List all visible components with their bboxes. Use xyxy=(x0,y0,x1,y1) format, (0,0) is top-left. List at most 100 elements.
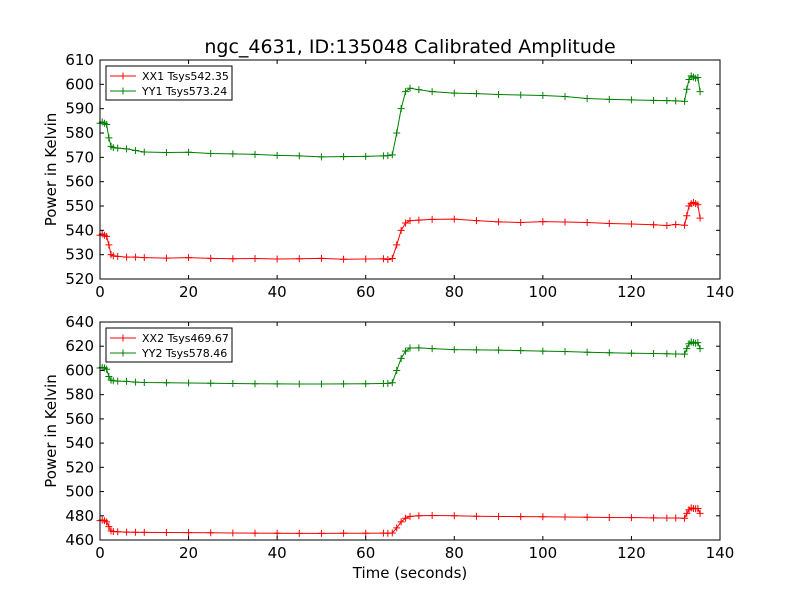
data-point xyxy=(131,378,139,386)
data-point xyxy=(388,151,396,159)
data-point xyxy=(495,91,503,99)
x-tick-label: 20 xyxy=(179,283,198,301)
data-point xyxy=(105,241,113,249)
series-2-2 xyxy=(96,338,704,388)
data-point xyxy=(406,344,414,352)
data-point xyxy=(340,529,348,537)
data-point xyxy=(406,512,414,520)
y-tick-label: 560 xyxy=(65,173,94,191)
x-tick-label: 60 xyxy=(356,283,375,301)
y-tick-label: 560 xyxy=(65,410,94,428)
data-point xyxy=(402,514,410,522)
data-point xyxy=(402,88,410,96)
data-point xyxy=(105,523,113,531)
data-point xyxy=(103,518,111,526)
series-1-2 xyxy=(96,72,704,161)
data-point xyxy=(415,512,423,520)
data-point xyxy=(415,216,423,224)
data-point xyxy=(672,97,680,105)
data-point xyxy=(185,254,193,262)
data-point xyxy=(539,513,547,521)
data-point xyxy=(472,346,480,354)
data-point xyxy=(185,529,193,537)
legend-label: XX2 Tsys469.67 xyxy=(142,332,229,345)
y-tick-label: 580 xyxy=(65,386,94,404)
data-point xyxy=(162,254,170,262)
data-point xyxy=(131,528,139,536)
x-axis-label: Time (seconds) xyxy=(352,564,468,582)
data-point xyxy=(539,92,547,100)
data-point xyxy=(340,380,348,388)
data-point xyxy=(694,74,702,82)
legend-marker xyxy=(119,87,127,95)
data-point xyxy=(561,218,569,226)
legend-label: YY1 Tsys573.24 xyxy=(141,85,227,98)
data-point xyxy=(694,505,702,513)
data-point xyxy=(317,380,325,388)
data-point xyxy=(273,255,281,263)
data-point xyxy=(583,348,591,356)
data-point xyxy=(103,365,111,373)
legend: XX2 Tsys469.67 YY2 Tsys578.46 xyxy=(105,327,233,363)
data-point xyxy=(207,149,215,157)
data-point xyxy=(495,218,503,226)
data-point xyxy=(561,348,569,356)
data-point xyxy=(683,509,691,517)
data-point xyxy=(295,380,303,388)
x-tick-label: 120 xyxy=(617,544,646,562)
data-point xyxy=(362,380,370,388)
x-tick-label: 40 xyxy=(268,544,287,562)
data-point xyxy=(103,120,111,128)
data-point xyxy=(362,152,370,160)
legend-entry: YY2 Tsys578.46 xyxy=(110,347,227,360)
data-point xyxy=(340,255,348,263)
data-point xyxy=(428,345,436,353)
data-point xyxy=(229,380,237,388)
data-point xyxy=(295,529,303,537)
data-point xyxy=(162,148,170,156)
legend-box xyxy=(105,327,233,363)
data-point xyxy=(450,512,458,520)
x-tick-label: 60 xyxy=(356,544,375,562)
data-point xyxy=(384,152,392,160)
data-point xyxy=(229,255,237,263)
chart-panels: 0 20 40 60 80 100 120 140 520 530 540 550 560 570 580 5… xyxy=(42,51,734,562)
x-tick-label: 100 xyxy=(529,544,558,562)
data-point xyxy=(517,347,525,355)
x-tick-label: 80 xyxy=(445,283,464,301)
data-point xyxy=(388,255,396,263)
y-axis-label: Power in Kelvin xyxy=(42,113,60,227)
data-point xyxy=(428,512,436,520)
data-point xyxy=(273,151,281,159)
y-tick-label: 500 xyxy=(65,483,94,501)
x-tick-label: 0 xyxy=(95,283,105,301)
x-tick-label: 100 xyxy=(529,283,558,301)
data-point xyxy=(428,88,436,96)
data-point xyxy=(517,513,525,521)
legend-label: YY2 Tsys578.46 xyxy=(141,347,227,360)
data-point xyxy=(694,201,702,209)
data-point xyxy=(131,253,139,261)
data-point xyxy=(627,220,635,228)
data-point xyxy=(185,379,193,387)
chart-panel-1: 0 20 40 60 80 100 120 140 520 530 540 550 560 570 580 5… xyxy=(42,51,734,301)
data-point xyxy=(393,366,401,374)
data-point xyxy=(229,529,237,537)
data-point xyxy=(402,219,410,227)
data-point xyxy=(672,514,680,522)
data-point xyxy=(273,380,281,388)
data-point xyxy=(317,153,325,161)
data-point xyxy=(672,220,680,228)
legend-marker xyxy=(119,334,127,342)
data-point xyxy=(140,379,148,387)
data-point xyxy=(663,350,671,358)
legend-entry: XX2 Tsys469.67 xyxy=(110,332,229,345)
data-point xyxy=(185,148,193,156)
data-point xyxy=(207,254,215,262)
data-point xyxy=(123,253,131,261)
data-point xyxy=(123,145,131,153)
data-point xyxy=(517,91,525,99)
legend-entry: YY1 Tsys573.24 xyxy=(110,85,227,98)
data-point xyxy=(393,524,401,532)
chart-title: ngc_4631, ID:135048 Calibrated Amplitude xyxy=(204,36,615,58)
